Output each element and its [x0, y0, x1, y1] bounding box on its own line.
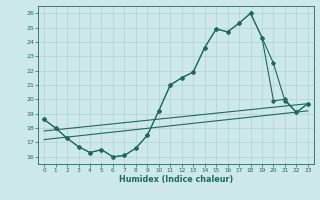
X-axis label: Humidex (Indice chaleur): Humidex (Indice chaleur): [119, 175, 233, 184]
